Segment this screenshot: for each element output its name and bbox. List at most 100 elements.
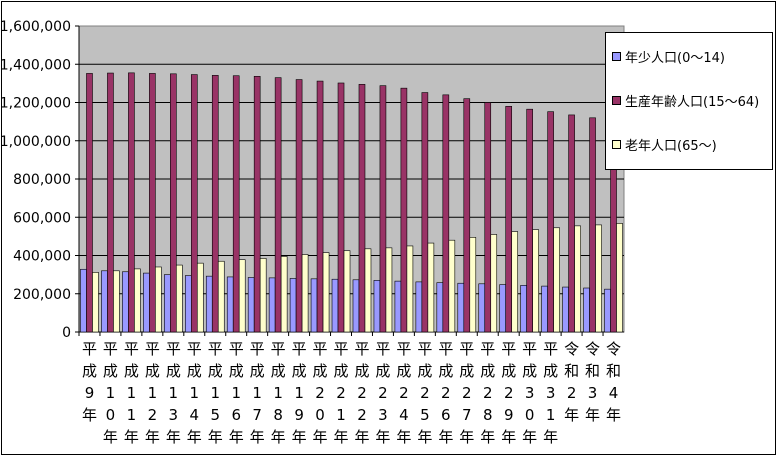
x-tick-label: 平成 2 9 年 bbox=[501, 340, 516, 446]
y-tick-label: 1,200,000 bbox=[2, 96, 71, 112]
bar bbox=[520, 285, 527, 333]
bar bbox=[331, 278, 339, 333]
bar bbox=[448, 239, 456, 333]
bar bbox=[122, 271, 129, 333]
x-tick-label: 平成 2 3 年 bbox=[375, 340, 390, 446]
x-tick-label: 平成 2 5 年 bbox=[417, 340, 432, 446]
bar bbox=[364, 248, 372, 333]
x-tick-label: 平成 1 7 年 bbox=[250, 340, 265, 446]
legend-swatch bbox=[612, 51, 621, 61]
bar bbox=[547, 111, 554, 333]
bar bbox=[253, 75, 261, 333]
x-tick-label: 平成 2 8 年 bbox=[480, 340, 495, 446]
bar bbox=[337, 82, 345, 333]
bar bbox=[457, 282, 465, 333]
bar bbox=[149, 73, 156, 333]
x-tick-label: 平成 1 3 年 bbox=[166, 340, 181, 446]
bar bbox=[442, 94, 450, 333]
x-tick-label: 平成 1 5 年 bbox=[208, 340, 223, 446]
legend-label: 年少人口(0～14) bbox=[625, 50, 725, 66]
bar bbox=[274, 77, 282, 333]
bar bbox=[574, 225, 581, 333]
legend-item: 年少人口(0～14) bbox=[612, 47, 725, 66]
x-tick-label: 令和 3 年 bbox=[585, 340, 600, 424]
bar bbox=[436, 282, 444, 333]
x-tick-label: 平成 1 1 年 bbox=[124, 340, 139, 446]
bar bbox=[134, 268, 141, 333]
bar bbox=[238, 259, 246, 333]
legend-label: 老年人口(65～) bbox=[625, 138, 717, 154]
bar bbox=[226, 276, 234, 333]
bar bbox=[343, 250, 351, 333]
x-tick-label: 平成 2 6 年 bbox=[438, 340, 453, 446]
y-tick-label: 1,000,000 bbox=[2, 134, 71, 150]
y-tick-label: 600,000 bbox=[13, 210, 71, 226]
bar bbox=[217, 260, 225, 333]
bar bbox=[562, 286, 569, 333]
bar bbox=[469, 237, 477, 333]
x-tick-label: 平成 9 年 bbox=[82, 340, 97, 424]
legend-item: 老年人口(65～) bbox=[612, 135, 717, 154]
bar bbox=[316, 80, 324, 333]
bar bbox=[490, 234, 498, 333]
x-tick-label: 平成 2 7 年 bbox=[459, 340, 474, 446]
bar bbox=[589, 117, 596, 333]
y-tick-label: 800,000 bbox=[13, 172, 71, 188]
x-tick-label: 平成 3 1 年 bbox=[543, 340, 558, 446]
bar bbox=[143, 272, 150, 333]
bar bbox=[268, 277, 276, 333]
bar bbox=[421, 92, 429, 333]
bar bbox=[511, 231, 519, 333]
x-tick-label: 平成 1 2 年 bbox=[145, 340, 160, 446]
x-tick-label: 平成 3 0 年 bbox=[522, 340, 537, 446]
bar bbox=[595, 224, 602, 333]
bar bbox=[211, 75, 219, 333]
bar bbox=[499, 284, 507, 333]
bar bbox=[190, 74, 198, 333]
bar bbox=[247, 277, 255, 333]
bar bbox=[427, 242, 435, 333]
bar bbox=[310, 278, 318, 333]
bar bbox=[373, 280, 381, 333]
bar bbox=[526, 108, 533, 333]
bar bbox=[541, 285, 548, 333]
bar bbox=[478, 283, 486, 333]
bar bbox=[289, 278, 297, 333]
y-tick-label: 1,400,000 bbox=[2, 57, 71, 73]
bar bbox=[176, 264, 183, 333]
bar bbox=[280, 256, 288, 333]
bar bbox=[92, 272, 99, 333]
x-tick-label: 令和 4 年 bbox=[606, 340, 621, 424]
bar bbox=[604, 288, 611, 333]
x-tick-label: 平成 2 2 年 bbox=[354, 340, 369, 446]
bar bbox=[385, 247, 393, 333]
y-tick-label: 1,600,000 bbox=[2, 19, 71, 35]
bar bbox=[128, 72, 135, 333]
bar bbox=[164, 274, 171, 333]
bar bbox=[616, 223, 623, 333]
bar bbox=[553, 227, 560, 333]
bar bbox=[259, 258, 267, 333]
legend: 年少人口(0～14) 生産年齢人口(15～64) 老年人口(65～) bbox=[605, 32, 773, 170]
bar bbox=[400, 87, 408, 333]
y-tick-label: 400,000 bbox=[13, 249, 71, 265]
bar bbox=[484, 102, 492, 333]
bar bbox=[232, 75, 240, 333]
legend-label: 生産年齢人口(15～64) bbox=[625, 94, 760, 110]
bar bbox=[322, 252, 330, 333]
legend-swatch bbox=[612, 139, 621, 149]
x-tick-label: 平成 1 8 年 bbox=[271, 340, 286, 446]
x-tick-label: 平成 1 0 年 bbox=[103, 340, 118, 446]
bar bbox=[101, 270, 108, 333]
bar bbox=[505, 106, 513, 333]
bar bbox=[532, 229, 539, 333]
x-tick-label: 平成 1 4 年 bbox=[187, 340, 202, 446]
bar bbox=[155, 266, 162, 333]
bar bbox=[205, 275, 213, 333]
bar bbox=[113, 270, 120, 333]
bar bbox=[107, 72, 114, 333]
x-tick-label: 平成 2 4 年 bbox=[396, 340, 411, 446]
bar bbox=[358, 84, 366, 333]
